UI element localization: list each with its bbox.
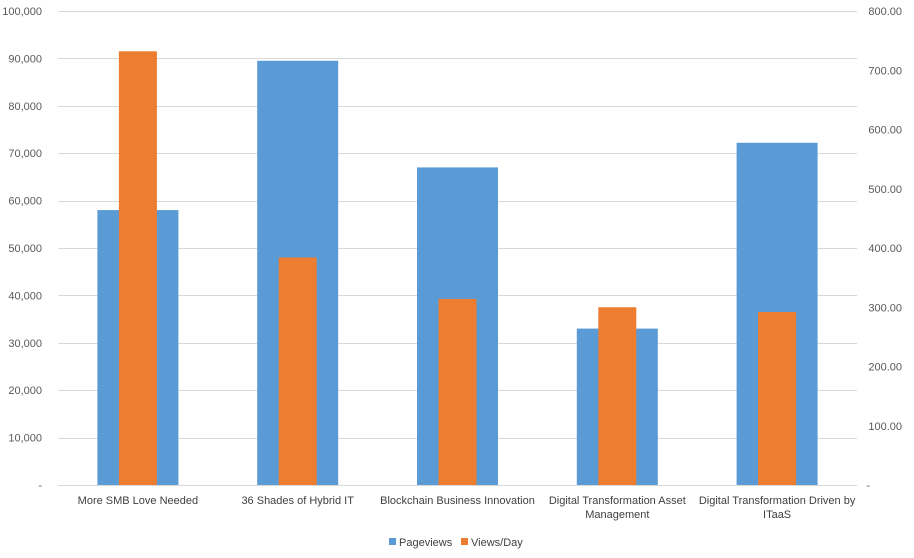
legend-swatch	[461, 538, 468, 545]
views-per-day-bar	[118, 51, 157, 485]
legend-label: Views/Day	[471, 537, 523, 549]
right-tick-label: 600.00	[868, 125, 902, 137]
views-per-day-bar	[438, 298, 477, 485]
legend-label: Pageviews	[399, 537, 453, 549]
legend-swatch	[389, 538, 396, 545]
views-per-day-bar	[758, 311, 797, 485]
left-tick-label: 80,000	[8, 101, 42, 113]
left-tick-label: -	[38, 480, 42, 492]
category-label: Digital Transformation Asset Management	[549, 495, 686, 521]
left-tick-label: 40,000	[8, 290, 42, 302]
right-tick-label: 100.00	[868, 421, 902, 433]
category-label: More SMB Love Needed	[78, 495, 198, 507]
views-per-day-bar	[278, 257, 317, 485]
left-tick-label: 10,000	[8, 433, 42, 445]
right-tick-label: 800.00	[868, 6, 902, 18]
category-label: Blockchain Business Innovation	[380, 495, 535, 507]
left-tick-label: 90,000	[8, 53, 42, 65]
left-tick-label: 70,000	[8, 148, 42, 160]
right-axis-ticks: - 100.00 200.00 300.00 400.00 500.00 600.00 700…	[866, 6, 902, 492]
left-tick-label: 50,000	[8, 243, 42, 255]
right-tick-label: 200.00	[868, 362, 902, 374]
right-tick-label: 500.00	[868, 184, 902, 196]
views-per-day-bar	[598, 307, 637, 485]
category-label: 36 Shades of Hybrid IT	[241, 495, 354, 507]
right-tick-label: 700.00	[868, 65, 902, 77]
left-tick-label: 30,000	[8, 338, 42, 350]
right-tick-label: 400.00	[868, 243, 902, 255]
left-axis-ticks: - 10,000 20,000 30,000 40,000 50,000 60,000 70,…	[2, 6, 42, 492]
category-label: Digital Transformation Driven by ITaaS	[699, 495, 856, 521]
left-tick-label: 60,000	[8, 196, 42, 208]
right-tick-label: 300.00	[868, 302, 902, 314]
left-tick-label: 100,000	[2, 6, 42, 18]
views-per-day-bars	[118, 51, 797, 485]
left-tick-label: 20,000	[8, 385, 42, 397]
legend: Pageviews Views/Day	[389, 537, 523, 549]
right-tick-label: -	[866, 480, 870, 492]
category-labels: More SMB Love Needed 36 Shades of Hybrid …	[78, 495, 856, 521]
